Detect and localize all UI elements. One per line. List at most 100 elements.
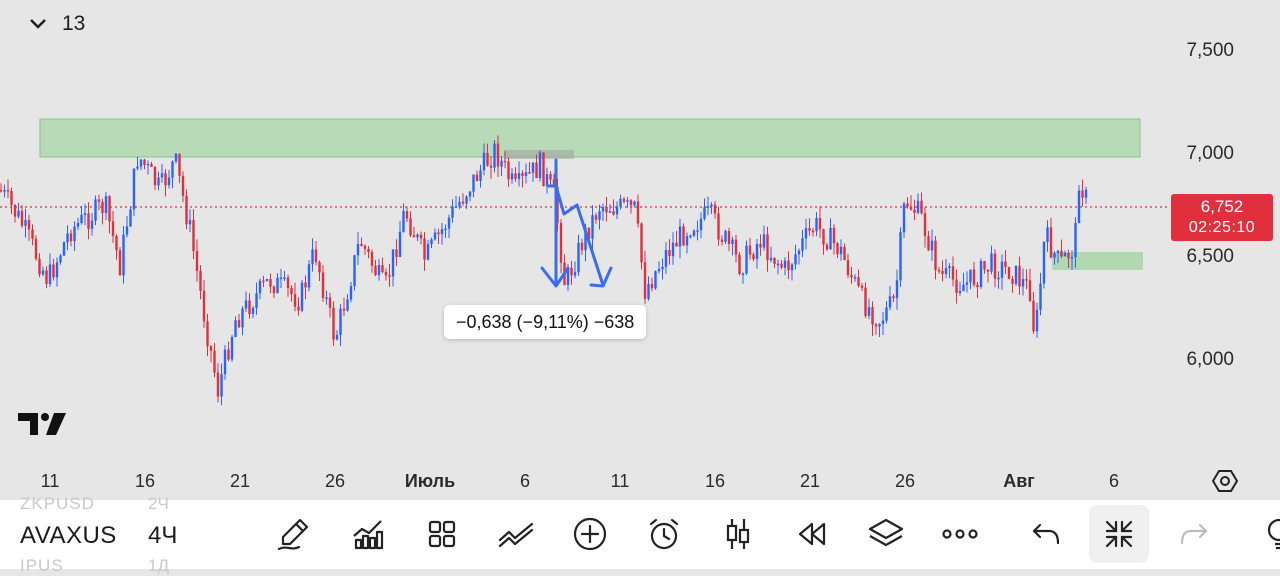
- candle-body: [129, 209, 132, 227]
- candle-body: [958, 290, 962, 293]
- candle-body: [475, 174, 479, 182]
- interval-next[interactable]: 1Д: [148, 556, 169, 575]
- candle-body: [94, 199, 97, 221]
- candle-body: [598, 211, 601, 220]
- candle-body: [815, 217, 818, 232]
- candle-body: [650, 283, 654, 289]
- candle-body: [87, 213, 90, 229]
- candle-body: [864, 287, 867, 316]
- candle-body: [255, 293, 258, 309]
- candle-body: [888, 296, 892, 308]
- candle-body: [874, 324, 878, 327]
- candle-body: [979, 261, 983, 288]
- candle-body: [920, 200, 923, 214]
- replay-button[interactable]: [788, 510, 836, 558]
- candle-body: [668, 250, 671, 257]
- chart-area[interactable]: 13 7,500 7,000 6,500 6,000 6,752 02:25:1…: [0, 0, 1280, 500]
- idea-icon: [1267, 518, 1280, 550]
- alert-button[interactable]: [640, 510, 688, 558]
- candle-body: [472, 174, 475, 192]
- add-icon: [573, 517, 607, 551]
- candle-body: [444, 228, 447, 231]
- candle-body: [654, 271, 657, 289]
- candle-body: [381, 265, 384, 273]
- candle-body: [1032, 300, 1035, 332]
- indicator-count: 13: [62, 12, 86, 35]
- symbol-prev[interactable]: ZKPUSD: [20, 494, 95, 513]
- candle-body: [941, 270, 944, 275]
- candle-body: [360, 244, 363, 246]
- candle-body: [279, 277, 283, 280]
- candle-body: [832, 227, 836, 244]
- candle-body: [969, 269, 972, 283]
- candle-body: [1049, 227, 1053, 258]
- candle-body: [241, 308, 244, 328]
- layers-button[interactable]: [862, 510, 910, 558]
- date-label: 11: [40, 471, 60, 491]
- symbol-selector[interactable]: AVAXUS: [20, 522, 117, 549]
- candle-body: [545, 174, 549, 187]
- undo-button[interactable]: [1022, 510, 1070, 558]
- candle-body: [55, 262, 59, 278]
- date-label-month: Июль: [404, 471, 456, 491]
- candle-body: [73, 226, 76, 242]
- candle-body: [643, 262, 647, 299]
- candle-type-button[interactable]: [714, 510, 762, 558]
- candle-body: [199, 270, 202, 291]
- candle-body: [395, 249, 398, 257]
- candle-body: [41, 270, 45, 275]
- candle-body: [500, 160, 503, 167]
- candle-body: [31, 229, 34, 239]
- candle-body: [594, 215, 598, 220]
- symbol-next[interactable]: IPUS: [20, 556, 64, 575]
- candle-body: [454, 206, 458, 208]
- candle-body: [762, 234, 766, 248]
- candle-body: [699, 218, 703, 231]
- collapse-indicators[interactable]: 13: [28, 12, 85, 36]
- candle-body: [948, 266, 951, 269]
- drawing-tools-button[interactable]: [270, 510, 318, 558]
- candle-body: [468, 191, 472, 197]
- interval-selector[interactable]: 4Ч: [148, 522, 178, 549]
- candle-body: [391, 249, 395, 277]
- candle-body: [213, 350, 216, 373]
- candle-body: [377, 265, 381, 276]
- candle-body: [237, 320, 241, 328]
- candle-body: [605, 207, 608, 213]
- candle-body: [346, 299, 349, 311]
- candle-body: [433, 232, 437, 240]
- exit-fullscreen-button[interactable]: [1089, 505, 1149, 563]
- candle-body: [510, 173, 514, 180]
- chart-settings-button[interactable]: [1211, 468, 1239, 494]
- candle-body: [818, 217, 822, 230]
- ideas-button[interactable]: [1250, 510, 1280, 558]
- candle-body: [591, 215, 594, 239]
- interval-prev[interactable]: 2Ч: [148, 494, 169, 513]
- candle-body: [363, 245, 367, 250]
- candle-body: [437, 232, 440, 235]
- candle-body: [1063, 253, 1067, 257]
- candle-body: [265, 279, 269, 281]
- candle-body: [608, 211, 612, 213]
- candle-body: [24, 220, 27, 226]
- candle-body: [542, 152, 545, 187]
- candle-body: [489, 165, 493, 168]
- candle-body: [1018, 265, 1021, 287]
- candle-body: [143, 159, 146, 166]
- candle-body: [76, 223, 80, 227]
- indicators-button[interactable]: [344, 510, 392, 558]
- candle-body: [983, 261, 986, 270]
- redo-button[interactable]: [1170, 510, 1218, 558]
- candle-body: [493, 143, 496, 168]
- candle-body: [244, 300, 248, 309]
- add-button[interactable]: [566, 510, 614, 558]
- layouts-button[interactable]: [418, 510, 466, 558]
- price-chart[interactable]: [0, 0, 1280, 500]
- candle-body: [115, 235, 118, 251]
- candle-body: [503, 160, 507, 163]
- more-button[interactable]: [936, 510, 984, 558]
- trend-tools-button[interactable]: [492, 510, 540, 558]
- candle-body: [272, 286, 276, 294]
- candle-body: [619, 198, 622, 207]
- candle-body: [923, 213, 927, 237]
